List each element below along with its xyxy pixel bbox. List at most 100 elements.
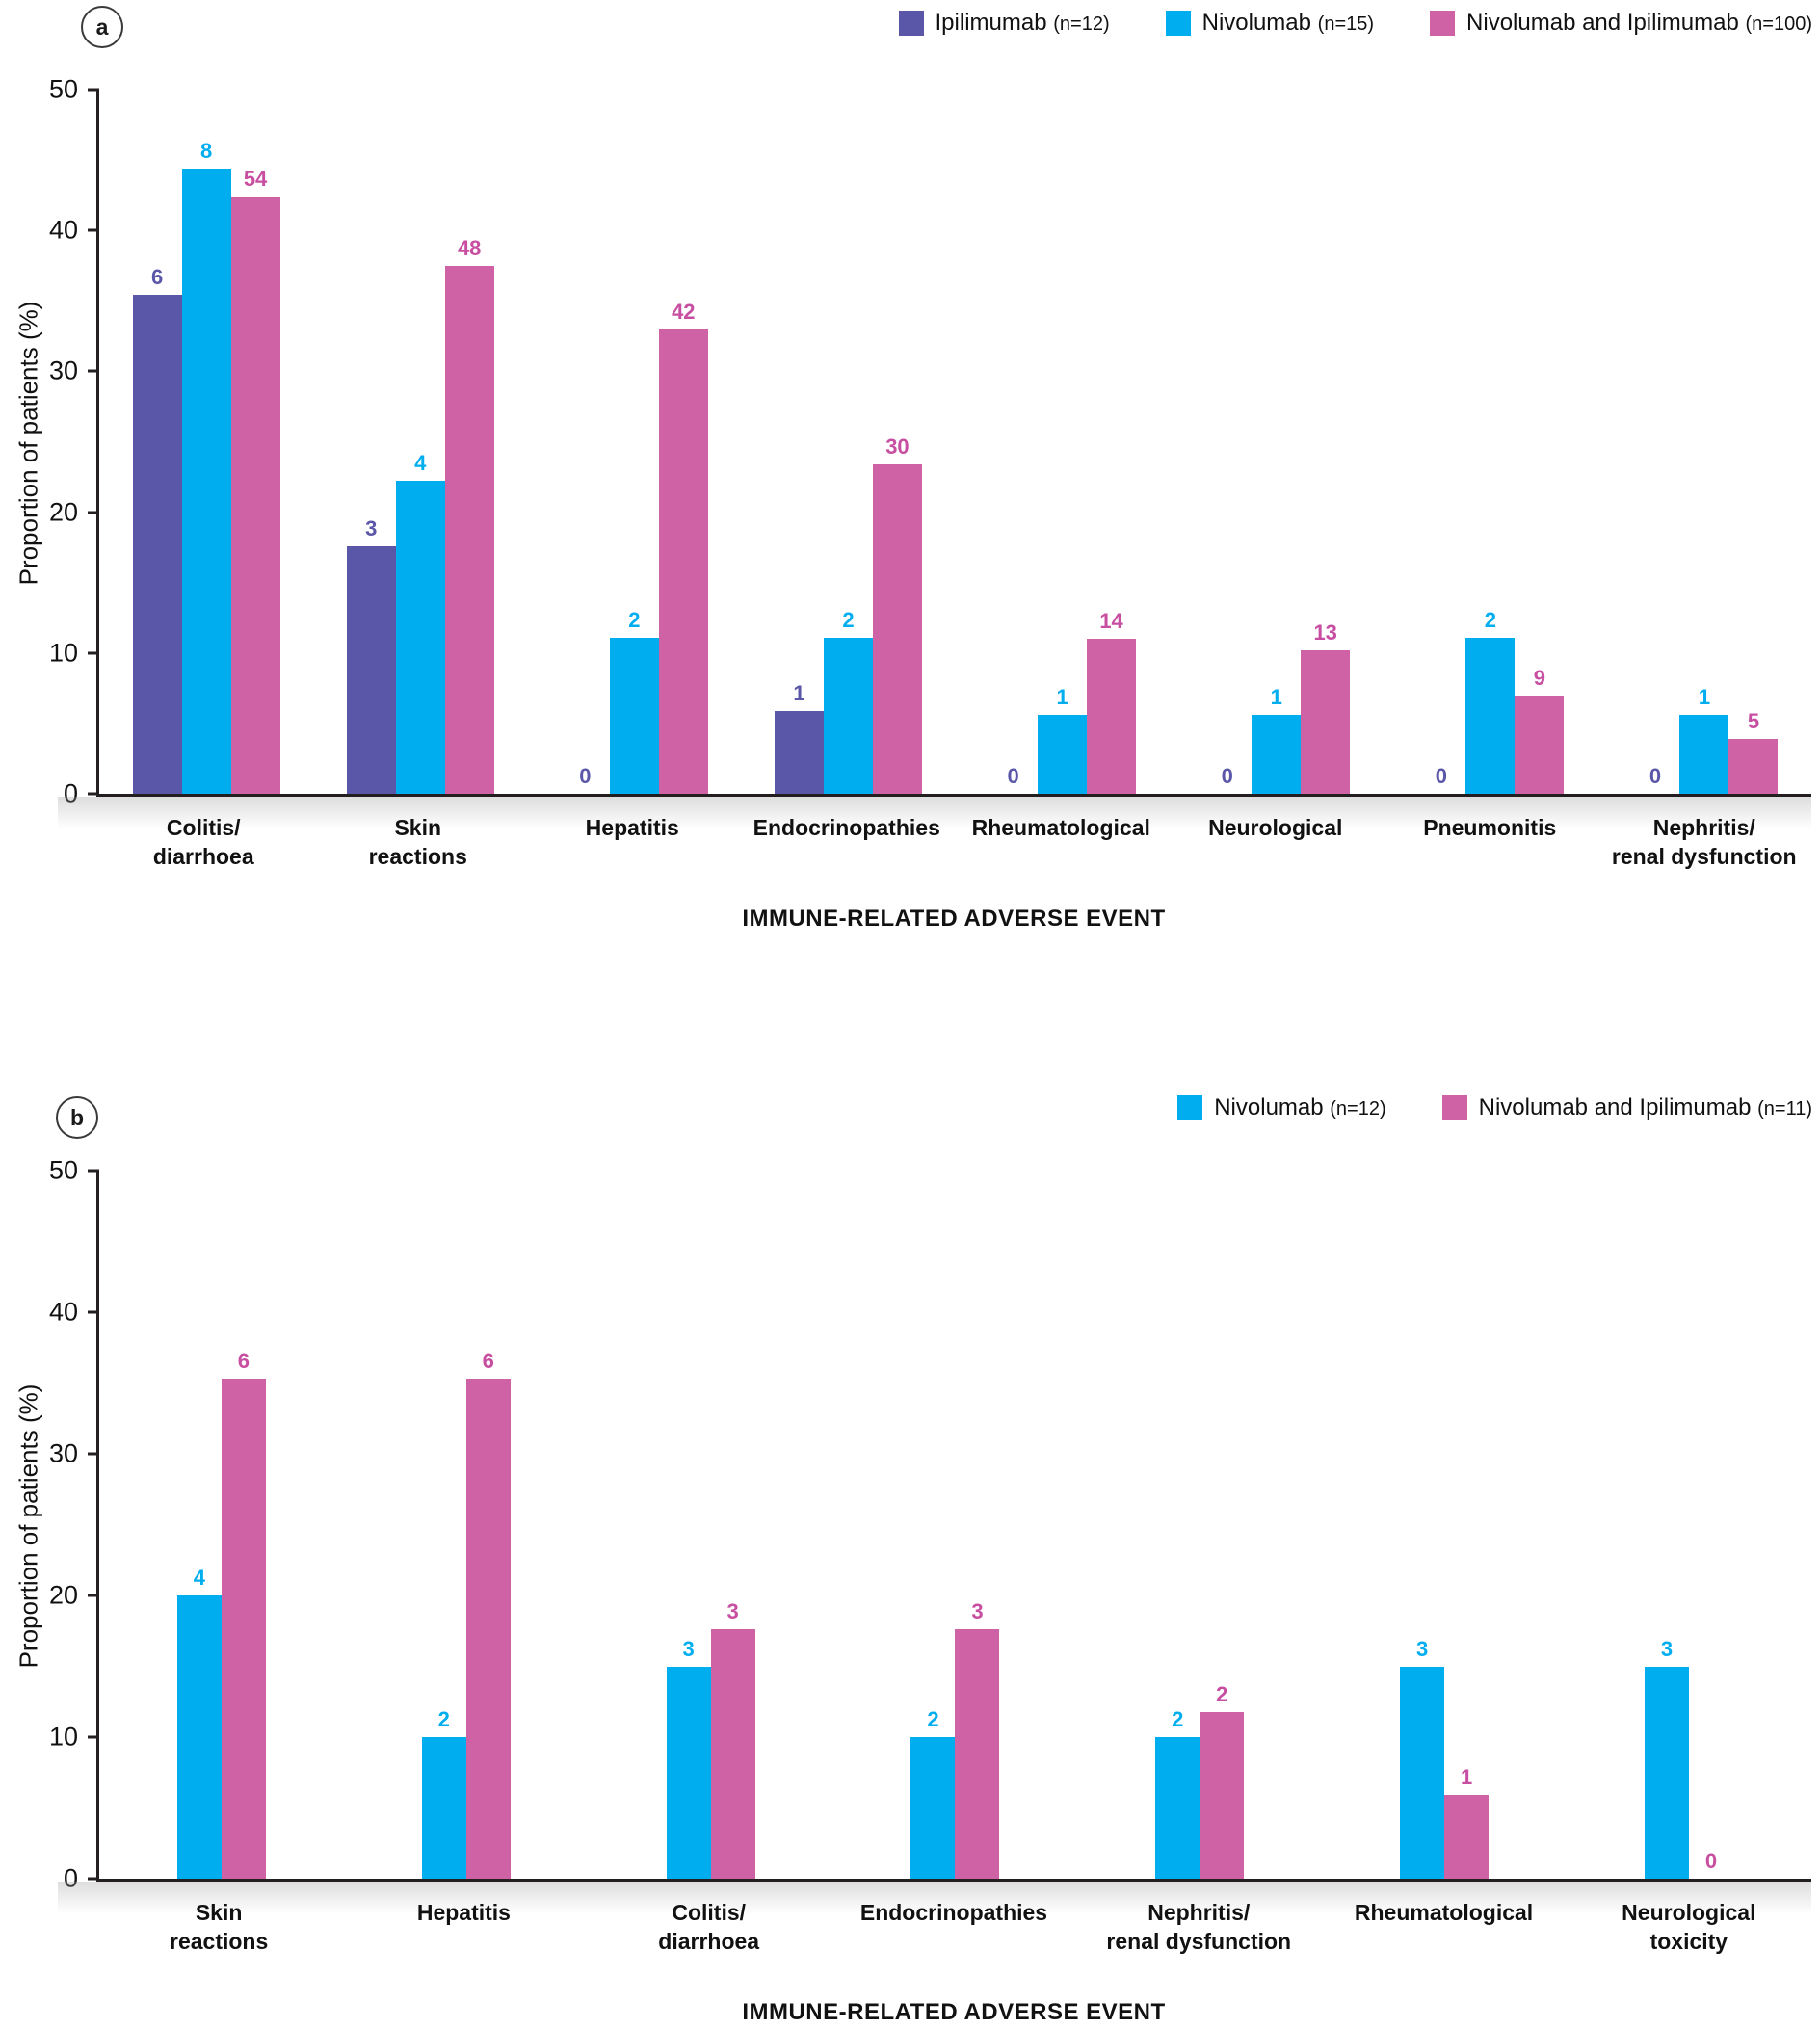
bar-group: 0 2 9 (1416, 90, 1565, 794)
category-axis-a: Colitis/diarrhoea Skin reactions Hepatitis E… (96, 814, 1811, 872)
bar (1301, 649, 1351, 794)
legend-series-name: Nivolumab (n=12) (1214, 1094, 1386, 1120)
y-tick: 30 (48, 356, 99, 385)
bar-value-label: 3 (682, 1636, 695, 1661)
bar (1644, 1666, 1689, 1879)
plot-area-a: 0 10 20 30 40 50 6 8 54 3 4 48 0 2 42 1 2 30 0 1 14 0 1 13 0 2 9 0 1… (49, 76, 1811, 806)
bar-groups: 6 8 54 3 4 48 0 2 42 1 2 30 0 1 14 0 1 13 0 2 9 0 1 5 (99, 90, 1811, 794)
bar-value-label: 30 (885, 434, 910, 459)
legend-a: Ipilimumab (n=12) Nivolumab (n=15) Nivolum… (898, 10, 1812, 37)
bar-group: 0 2 42 (561, 90, 708, 794)
category-label: Hepatitis (416, 1900, 511, 1925)
bar-cell: 0 (1630, 90, 1679, 794)
legend-swatch (898, 11, 924, 36)
bar-value-label: 4 (414, 451, 427, 476)
y-tick: 30 (49, 1440, 99, 1467)
bar-cell: 6 (221, 1171, 266, 1879)
y-tick-mark (88, 1169, 99, 1173)
legend-series-n: (n=12) (1053, 13, 1110, 35)
bar-value-label: 2 (628, 607, 641, 632)
bar-cell: 30 (872, 90, 922, 794)
legend-swatch (1165, 11, 1191, 36)
bar-value-label: 0 (1007, 764, 1019, 788)
bar-value-label: 2 (1172, 1707, 1184, 1731)
legend-series-name: Nivolumab and Ipilimumab (n=100) (1466, 10, 1812, 36)
bar-cell: 1 (1444, 1171, 1490, 1879)
y-tick-label: 50 (48, 1155, 78, 1185)
category-label: Nephritis/renal dysfunction (1611, 815, 1797, 869)
bar-cell: 3 (710, 1171, 755, 1879)
legend-item: Nivolumab and Ipilimumab (n=100) (1430, 10, 1812, 37)
bar-cell: 48 (444, 90, 494, 794)
y-tick-label: 40 (48, 1297, 78, 1327)
bar-value-label: 6 (482, 1349, 494, 1374)
x-axis-title: IMMUNE-RELATED ADVERSE EVENT (742, 1999, 1166, 2025)
bar-value-label: 1 (1056, 685, 1068, 710)
bar-cell: 8 (181, 90, 231, 794)
bar (465, 1379, 511, 1879)
bar-cell: 54 (230, 90, 280, 794)
bar-cell: 2 (1465, 90, 1516, 794)
y-tick-label: 30 (48, 356, 78, 385)
bar-value-label: 2 (842, 607, 855, 632)
bar (1465, 637, 1516, 794)
y-tick: 40 (48, 1297, 99, 1327)
y-tick-mark (88, 1452, 99, 1456)
y-tick-mark (88, 511, 99, 514)
bar (1200, 1711, 1245, 1879)
bar-cell: 2 (421, 1171, 466, 1879)
bar-value-label: 0 (1435, 764, 1447, 788)
bar (230, 197, 280, 794)
legend-swatch (1177, 1095, 1203, 1120)
y-tick: 20 (49, 1582, 99, 1609)
legend-item: Ipilimumab (n=12) (898, 10, 1110, 37)
bar-cell: 0 (561, 90, 610, 794)
y-tick: 20 (49, 499, 99, 525)
y-axis-title: Proportion of patients (%) (13, 1383, 43, 1669)
category-label: Neurological toxicity (1622, 1900, 1756, 1954)
bar-value-label: 1 (1461, 1765, 1473, 1790)
bar (176, 1595, 222, 1879)
bar-cell: 3 (1400, 1171, 1445, 1879)
y-tick-label: 0 (63, 778, 78, 808)
bar-cell: 4 (176, 1171, 222, 1879)
bar (1679, 715, 1729, 794)
y-tick-mark (88, 651, 99, 655)
bar-value-label: 8 (199, 138, 213, 163)
bar-value-label: 4 (193, 1566, 206, 1590)
bar (1515, 695, 1565, 794)
bar-value-label: 6 (150, 265, 164, 290)
category-label: Nephritis/renal dysfunction (1106, 1900, 1292, 1954)
bar-value-label: 48 (457, 235, 482, 260)
category-label: Pneumonitis (1423, 815, 1557, 840)
bar (1038, 715, 1088, 794)
bar-value-label: 1 (1270, 685, 1282, 710)
bar-cell: 1 (1038, 90, 1088, 794)
legend-swatch (1441, 1095, 1467, 1120)
category-label: Rheumatological (1354, 1900, 1534, 1925)
bar-cell: 42 (658, 90, 708, 794)
x-axis-title: IMMUNE-RELATED ADVERSE EVENT (742, 906, 1166, 932)
bar-cell: 0 (1202, 90, 1252, 794)
bar (395, 481, 445, 794)
y-tick-mark (88, 228, 99, 232)
y-tick-mark (88, 1310, 99, 1314)
bar (658, 329, 708, 794)
bar (1400, 1666, 1445, 1879)
bar (666, 1666, 711, 1879)
bar (346, 545, 396, 794)
bar-cell: 0 (1689, 1171, 1733, 1879)
legend-series-n: (n=15) (1317, 13, 1375, 35)
panel-a: a Ipilimumab (n=12) Nivolumab (n=15) Nivol… (14, 6, 1812, 932)
category-label: Skin reactions (368, 815, 467, 869)
bar (710, 1629, 755, 1879)
bar (1087, 639, 1137, 794)
bar-cell: 6 (465, 1171, 511, 1879)
panel-a-letter: a (81, 6, 123, 48)
y-tick-label: 10 (48, 1722, 78, 1752)
bar (444, 265, 494, 794)
